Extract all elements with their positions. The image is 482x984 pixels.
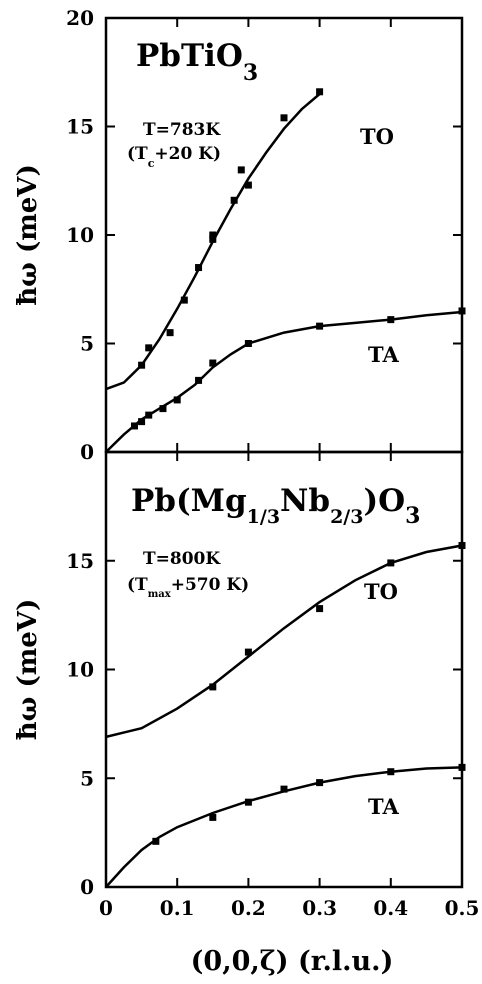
x-axis-label: (0,0,ζ) (r.l.u.): [191, 946, 394, 977]
top-ta-point: [130, 422, 138, 430]
top-ta-point: [458, 307, 466, 315]
top-ta-point: [173, 396, 181, 404]
bottom-ta-point: [209, 813, 217, 821]
x-tick-label: 0.1: [160, 896, 195, 920]
top-y-tick-label: 10: [66, 223, 94, 247]
top-y-axis-label: ħω (meV): [13, 164, 43, 306]
bottom-y-tick-label: 15: [66, 549, 94, 573]
bottom-panel-condition-temp: T=800K: [143, 549, 221, 569]
top-ta-point: [159, 405, 167, 413]
x-tick-label: 0.4: [373, 896, 408, 920]
bottom-to-point: [458, 542, 466, 550]
bottom-to-curve: [105, 544, 463, 739]
bottom-y-tick-label: 5: [80, 766, 94, 790]
bottom-ta-point: [280, 785, 288, 793]
x-tick-label: 0.5: [445, 896, 480, 920]
top-panel-annotations: PbTiO3 T=783K (Tc+20 K) TO TA: [127, 38, 399, 367]
bottom-ta-curve: [105, 766, 463, 888]
top-to-point: [138, 361, 146, 369]
top-ta-curve: [105, 310, 463, 453]
bottom-to-point: [387, 559, 395, 567]
bottom-panel-condition-offset: (Tmax+570 K): [127, 575, 249, 600]
top-y-tick-label: 20: [66, 6, 94, 30]
top-to-point: [145, 344, 153, 352]
top-ta-point: [145, 411, 153, 419]
top-y-tick-label: 0: [80, 440, 94, 464]
bottom-to-point: [316, 605, 324, 613]
top-to-point: [237, 166, 245, 174]
x-tick-label: 0.3: [302, 896, 337, 920]
top-to-point: [195, 264, 203, 272]
top-to-point: [180, 296, 188, 304]
top-to-point: [316, 88, 324, 96]
bottom-ta-point: [458, 763, 466, 771]
bottom-ta-point: [316, 779, 324, 787]
bottom-y-tick-label: 0: [80, 875, 94, 899]
bottom-ta-point: [152, 837, 160, 845]
top-ta-point: [138, 418, 146, 426]
x-tick-label: 0: [99, 896, 113, 920]
bottom-panel-title: Pb(Mg1/3Nb2/3)O3: [131, 483, 420, 529]
bottom-to-point: [244, 648, 252, 656]
top-to-point: [209, 231, 217, 239]
bottom-panel-annotations: Pb(Mg1/3Nb2/3)O3 T=800K (Tmax+570 K) TO …: [127, 483, 420, 819]
top-panel-title: PbTiO3: [136, 38, 258, 86]
bottom-ta-point: [387, 768, 395, 776]
top-to-point: [280, 114, 288, 122]
top-to-point: [209, 235, 217, 243]
bottom-ta-label: TA: [368, 794, 399, 819]
top-panel-condition-offset: (Tc+20 K): [127, 144, 221, 170]
bottom-to-point: [209, 683, 217, 691]
top-y-tick-label: 15: [66, 115, 94, 139]
top-to-label: TO: [360, 124, 394, 149]
top-to-point: [244, 181, 252, 189]
top-ta-point: [387, 316, 395, 324]
top-ta-point: [244, 340, 252, 347]
top-plot-frame: [104, 16, 464, 454]
top-panel-condition-temp: T=783K: [143, 120, 221, 140]
top-to-point: [230, 196, 238, 204]
top-y-tick-label: 5: [80, 332, 94, 356]
top-ta-point: [316, 322, 324, 330]
bottom-ta-point: [244, 798, 252, 806]
top-ta-point: [209, 359, 217, 367]
x-tick-label: 0.2: [231, 896, 266, 920]
bottom-y-tick-label: 10: [66, 658, 94, 682]
top-ta-label: TA: [368, 342, 399, 367]
top-ta-point: [195, 376, 203, 384]
top-to-point: [166, 329, 174, 337]
bottom-y-axis-label: ħω (meV): [13, 599, 43, 741]
bottom-to-label: TO: [364, 579, 398, 604]
